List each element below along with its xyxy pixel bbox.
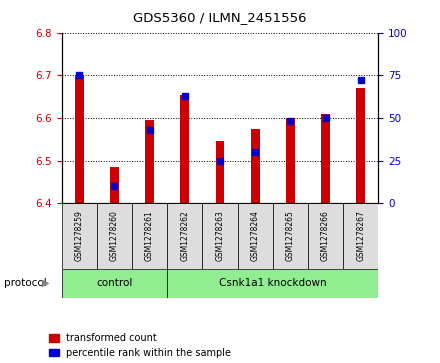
Text: GSM1278265: GSM1278265 (286, 211, 295, 261)
Text: GSM1278261: GSM1278261 (145, 211, 154, 261)
Text: GSM1278262: GSM1278262 (180, 211, 189, 261)
Text: control: control (96, 278, 132, 288)
Text: protocol: protocol (4, 278, 47, 288)
Bar (132, 203, 167, 269)
Bar (110, 167, 119, 203)
Bar (238, 203, 273, 269)
Bar (286, 118, 295, 203)
Bar (308, 203, 343, 269)
Bar (97, 203, 132, 269)
Text: GSM1278259: GSM1278259 (75, 211, 84, 261)
Bar (180, 94, 189, 203)
Text: GSM1278264: GSM1278264 (251, 211, 260, 261)
Bar (62, 269, 167, 298)
Bar (75, 76, 84, 203)
Bar (62, 203, 97, 269)
Text: Csnk1a1 knockdown: Csnk1a1 knockdown (219, 278, 326, 288)
Text: GSM1278263: GSM1278263 (216, 211, 224, 261)
Bar (202, 203, 238, 269)
Bar (343, 203, 378, 269)
Bar (216, 142, 224, 203)
Bar (273, 203, 308, 269)
Bar (167, 269, 378, 298)
Bar (145, 120, 154, 203)
Text: GSM1278266: GSM1278266 (321, 211, 330, 261)
Bar (321, 114, 330, 203)
Text: ▶: ▶ (42, 278, 49, 288)
Legend: transformed count, percentile rank within the sample: transformed count, percentile rank withi… (49, 333, 231, 358)
Text: GDS5360 / ILMN_2451556: GDS5360 / ILMN_2451556 (133, 11, 307, 24)
Bar (356, 88, 365, 203)
Text: GSM1278260: GSM1278260 (110, 211, 119, 261)
Bar (167, 203, 202, 269)
Bar (251, 129, 260, 203)
Text: GSM1278267: GSM1278267 (356, 211, 365, 261)
